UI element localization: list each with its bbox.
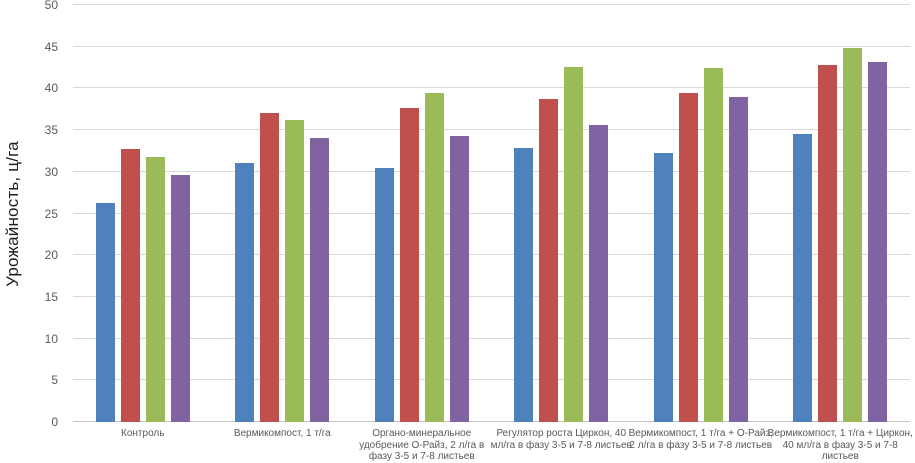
bar-group <box>631 5 770 422</box>
y-gridline <box>73 295 910 297</box>
bar-green <box>424 92 444 422</box>
y-tick-label: 0 <box>51 415 58 429</box>
bar-red <box>539 99 559 422</box>
bar-blue <box>653 152 673 422</box>
x-category-label: Контроль <box>121 428 165 439</box>
bar-red <box>678 92 698 422</box>
y-tick-label: 15 <box>44 289 58 304</box>
y-gridline <box>73 45 910 47</box>
bar-blue <box>514 148 534 422</box>
y-tick-label: 40 <box>44 81 58 96</box>
bar-red <box>120 149 140 422</box>
x-category-label: Регулятор роста Циркон, 40 мл/га в фазу … <box>490 428 632 451</box>
x-category-label: Вермикомпост, 1 т/га + Циркон, 40 мл/га … <box>767 428 913 462</box>
bar-blue <box>235 162 255 422</box>
bar-group <box>352 5 491 422</box>
bar-green <box>703 68 723 422</box>
x-category-label: Органо-минеральное удобрение О-Райз, 2 л… <box>359 428 485 462</box>
bar-purple <box>589 125 609 422</box>
bar-blue <box>374 167 394 422</box>
y-gridline <box>73 337 910 339</box>
y-tick-label: 50 <box>44 0 58 12</box>
bar-green <box>843 47 863 422</box>
bar-green <box>564 66 584 422</box>
x-axis-category-labels: Контроль Вермикомпост, 1 т/га Органо-минер… <box>73 428 913 463</box>
x-category-label: Вермикомпост, 1 т/га <box>233 428 331 439</box>
y-tick-label: 20 <box>44 248 58 263</box>
y-tick-label: 5 <box>51 373 58 388</box>
y-gridline <box>73 129 910 131</box>
bar-green <box>285 120 305 422</box>
bar-purple <box>728 96 748 422</box>
bar-group <box>73 5 212 422</box>
y-tick-label: 35 <box>44 123 58 138</box>
y-gridline <box>73 87 910 89</box>
bar-purple <box>868 61 888 422</box>
bar-blue <box>793 134 813 422</box>
y-tick-label: 25 <box>44 206 58 221</box>
y-gridline <box>73 4 910 5</box>
bar-red <box>818 65 838 422</box>
y-tick-label: 45 <box>44 39 58 54</box>
x-axis-line <box>73 421 910 422</box>
bar-purple <box>449 135 469 422</box>
bar-purple <box>310 137 330 422</box>
y-tick-label: 30 <box>44 164 58 179</box>
y-gridline <box>73 254 910 256</box>
y-tick-label: 10 <box>44 331 58 346</box>
bar-group <box>492 5 631 422</box>
bar-green <box>145 156 165 422</box>
plot-area <box>73 4 910 422</box>
y-axis-tick-labels: 0 5 10 15 20 25 30 35 40 45 50 <box>0 0 58 429</box>
bar-purple <box>170 175 190 422</box>
y-gridline <box>73 170 910 172</box>
bar-group <box>212 5 351 422</box>
bar-red <box>260 113 280 422</box>
bar-red <box>399 108 419 422</box>
x-category-label: Вермикомпост, 1 т/га + О-Райз, 2 л/га в … <box>628 428 773 451</box>
y-gridline <box>73 379 910 381</box>
bar-group <box>771 5 910 422</box>
y-gridline <box>73 212 910 214</box>
bar-blue <box>95 202 115 422</box>
